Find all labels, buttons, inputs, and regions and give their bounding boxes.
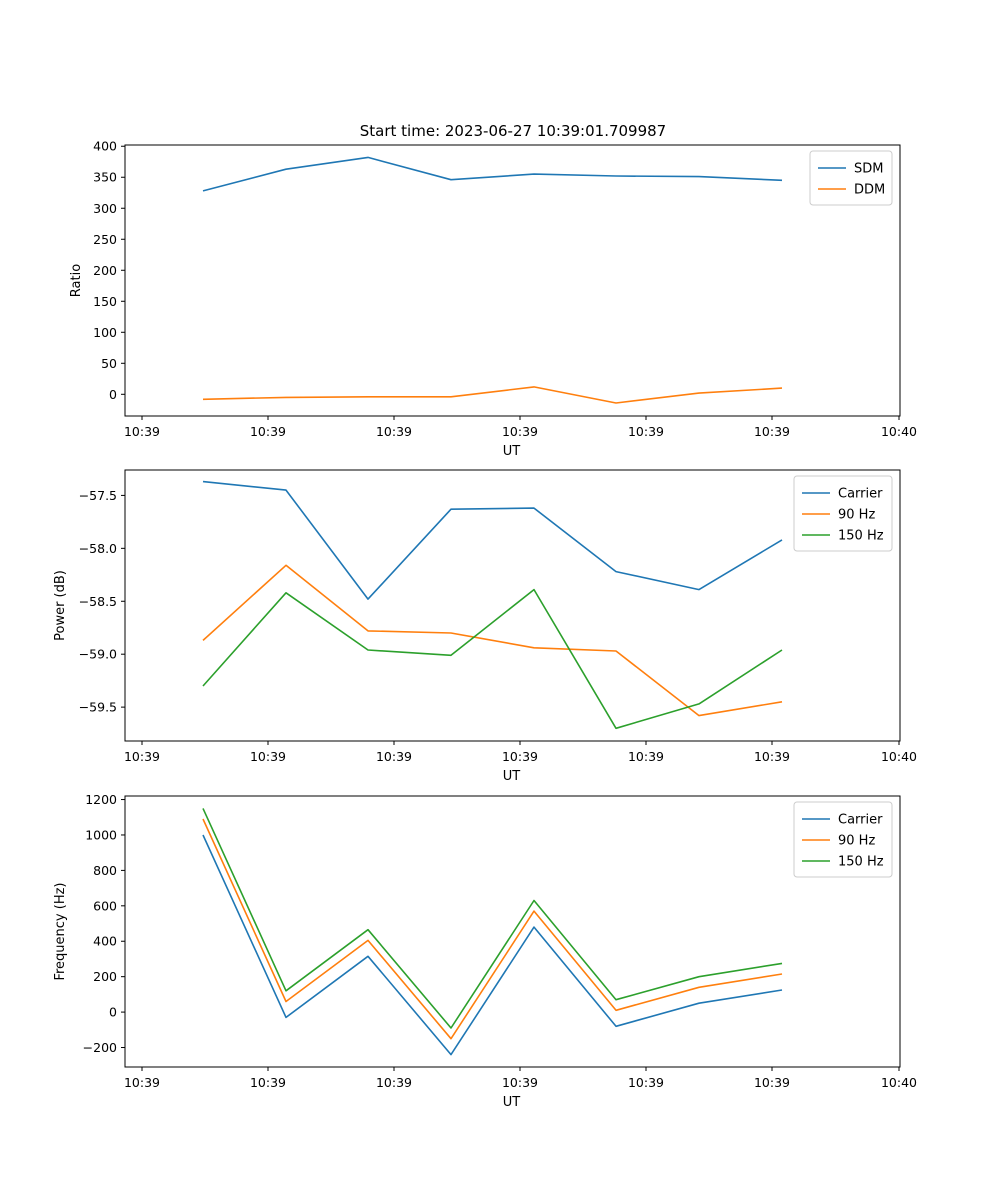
y-tick-label: −200 xyxy=(83,1040,117,1055)
y-tick-label: −58.0 xyxy=(79,541,117,556)
figure-title: Start time: 2023-06-27 10:39:01.709987 xyxy=(360,122,666,140)
x-axis-label: UT xyxy=(503,444,521,459)
legend-label: DDM xyxy=(854,183,885,198)
axes-frame xyxy=(124,144,901,417)
x-tick-label: 10:39 xyxy=(754,749,790,764)
x-tick-label: 10:39 xyxy=(124,749,160,764)
y-tick-label: 0 xyxy=(109,1005,117,1020)
legend-box xyxy=(793,801,893,878)
y-tick-label: 600 xyxy=(93,898,117,913)
y-tick-label: 800 xyxy=(93,863,117,878)
x-tick-label: 10:39 xyxy=(124,424,160,439)
x-tick-label: 10:39 xyxy=(628,1075,664,1090)
y-tick-label: −57.5 xyxy=(79,488,117,503)
x-tick-label: 10:39 xyxy=(502,749,538,764)
chart-panel-1: 0 50 100 150 200 250 300 350 400 10:39 10:39 10:39 1… xyxy=(69,139,917,459)
y-tick-label: 250 xyxy=(93,232,117,247)
y-tick-label: 200 xyxy=(93,969,117,984)
y-tick-label: 400 xyxy=(93,139,117,154)
y-tick-label: 1000 xyxy=(85,827,117,842)
legend-label: 150 Hz xyxy=(838,855,884,870)
series-line-90-hz xyxy=(202,818,783,1040)
legend-box xyxy=(809,150,893,206)
x-tick-label: 10:40 xyxy=(881,749,917,764)
x-tick-label: 10:39 xyxy=(502,1075,538,1090)
x-tick-label: 10:39 xyxy=(376,424,412,439)
x-tick-label: 10:39 xyxy=(124,1075,160,1090)
x-tick-label: 10:39 xyxy=(250,749,286,764)
y-tick-label: −59.5 xyxy=(79,700,117,715)
y-tick-label: 200 xyxy=(93,263,117,278)
legend-label: Carrier xyxy=(838,813,883,828)
y-tick-label: 150 xyxy=(93,294,117,309)
legend-box xyxy=(793,475,893,552)
y-tick-label: 400 xyxy=(93,934,117,949)
legend-label: 90 Hz xyxy=(838,508,875,523)
x-tick-label: 10:39 xyxy=(754,424,790,439)
legend-label: Carrier xyxy=(838,487,883,502)
x-tick-label: 10:39 xyxy=(250,1075,286,1090)
x-tick-label: 10:39 xyxy=(376,1075,412,1090)
axes-frame xyxy=(124,469,901,742)
legend-label: 90 Hz xyxy=(838,834,875,849)
x-axis-label: UT xyxy=(503,1095,521,1110)
y-tick-label: −58.5 xyxy=(79,594,117,609)
y-tick-label: 0 xyxy=(109,387,117,402)
legend-label: 150 Hz xyxy=(838,529,884,544)
series-line-carrier xyxy=(202,480,783,600)
y-tick-label: 1200 xyxy=(85,792,117,807)
series-line-carrier xyxy=(202,834,783,1056)
x-tick-label: 10:40 xyxy=(881,1075,917,1090)
x-axis-label: UT xyxy=(503,769,521,784)
chart-panels: 0 50 100 150 200 250 300 350 400 10:39 10:39 10:39 1… xyxy=(53,139,917,1110)
x-tick-label: 10:39 xyxy=(628,424,664,439)
y-tick-label: 350 xyxy=(93,170,117,185)
series-line-150-hz xyxy=(202,808,783,1029)
chart-panel-2: −57.5 −58.0 −58.5 −59.0 −59.5 10:39 10:39 10:39… xyxy=(53,469,917,784)
series-line-ddm xyxy=(202,386,783,404)
y-tick-label: 50 xyxy=(101,356,117,371)
y-axis-label: Frequency (Hz) xyxy=(53,882,68,980)
axes-frame xyxy=(124,795,901,1068)
y-tick-label: 300 xyxy=(93,201,117,216)
x-tick-label: 10:39 xyxy=(250,424,286,439)
x-tick-label: 10:40 xyxy=(881,424,917,439)
series-line-90-hz xyxy=(202,564,783,717)
y-tick-label: 100 xyxy=(93,325,117,340)
legend-label: SDM xyxy=(854,162,883,177)
y-tick-label: −59.0 xyxy=(79,647,117,662)
series-line-150-hz xyxy=(202,588,783,730)
x-tick-label: 10:39 xyxy=(502,424,538,439)
chart-panel-3: −200 0 200 400 600 800 1000 1200 10:39 10:39 10:39… xyxy=(53,792,917,1110)
y-axis-label: Ratio xyxy=(69,264,84,297)
x-tick-label: 10:39 xyxy=(754,1075,790,1090)
x-tick-label: 10:39 xyxy=(376,749,412,764)
series-line-sdm xyxy=(202,156,783,192)
y-axis-label: Power (dB) xyxy=(53,570,68,641)
x-tick-label: 10:39 xyxy=(628,749,664,764)
